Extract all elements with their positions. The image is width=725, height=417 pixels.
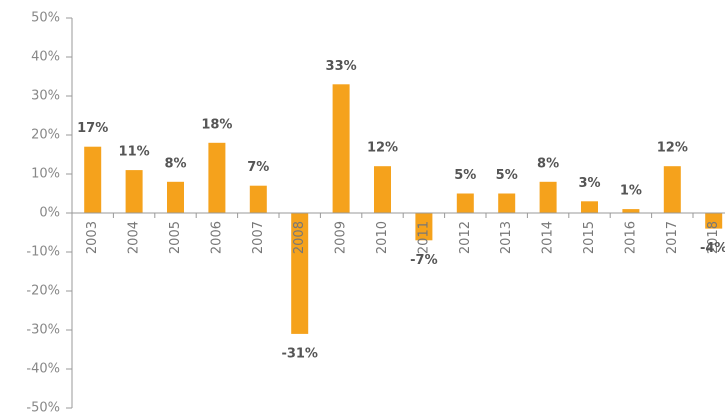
value-label: 7%: [247, 160, 269, 175]
value-label: 1%: [620, 184, 642, 199]
y-tick-label: 40%: [31, 50, 60, 65]
y-tick-label: 50%: [31, 11, 60, 26]
bar: [374, 166, 391, 213]
bar: [622, 209, 640, 213]
x-tick-label: 2006: [209, 221, 224, 254]
value-label: 12%: [367, 141, 398, 156]
x-tick-label: 2011: [416, 221, 431, 254]
bar: [249, 185, 267, 213]
y-tick-label: 20%: [31, 128, 60, 143]
y-tick-label: -30%: [26, 323, 60, 338]
bar: [539, 181, 557, 213]
y-tick-label: -10%: [26, 245, 60, 260]
x-tick-label: 2004: [127, 221, 142, 254]
y-tick-label: 0%: [39, 206, 60, 221]
y-tick-label: -40%: [26, 362, 60, 377]
value-label: 8%: [164, 156, 186, 171]
value-label: 3%: [578, 176, 600, 191]
value-label: 5%: [496, 168, 518, 183]
bar: [291, 213, 309, 334]
bar: [705, 213, 723, 229]
bar: [125, 170, 143, 213]
value-label: 17%: [77, 121, 108, 136]
x-tick-label: 2005: [168, 221, 183, 254]
value-label: -7%: [410, 253, 437, 268]
value-label: 11%: [119, 145, 150, 160]
value-label: -4%: [700, 241, 725, 256]
value-label: 33%: [326, 59, 357, 74]
x-tick-label: 2009: [334, 221, 349, 254]
y-tick-label: 10%: [31, 167, 60, 182]
x-tick-label: 2008: [292, 221, 307, 254]
x-tick-label: 2010: [375, 221, 390, 254]
bar: [332, 84, 350, 213]
x-tick-label: 2012: [458, 221, 473, 254]
x-tick-label: 2015: [582, 221, 597, 254]
y-tick-label: -20%: [26, 284, 60, 299]
bar: [456, 193, 474, 213]
bar: [84, 146, 102, 213]
bar: [663, 166, 681, 213]
y-tick-label: 30%: [31, 89, 60, 104]
x-tick-label: 2003: [85, 221, 100, 254]
bar: [581, 201, 598, 213]
x-tick-label: 2018: [706, 221, 721, 254]
y-tick-label: -50%: [26, 401, 60, 416]
x-tick-label: 2016: [623, 221, 638, 254]
x-tick-label: 2013: [499, 221, 514, 254]
bar: [498, 193, 516, 213]
value-label: 12%: [657, 141, 688, 156]
bar: [208, 142, 226, 213]
value-label: 5%: [454, 168, 476, 183]
value-label: 18%: [201, 117, 232, 132]
x-tick-label: 2014: [541, 221, 556, 254]
x-tick-label: 2017: [665, 221, 680, 254]
bar: [415, 213, 433, 241]
x-tick-label: 2007: [251, 221, 266, 254]
value-label: 8%: [537, 156, 559, 171]
bar: [167, 181, 184, 213]
value-label: -31%: [281, 346, 318, 361]
